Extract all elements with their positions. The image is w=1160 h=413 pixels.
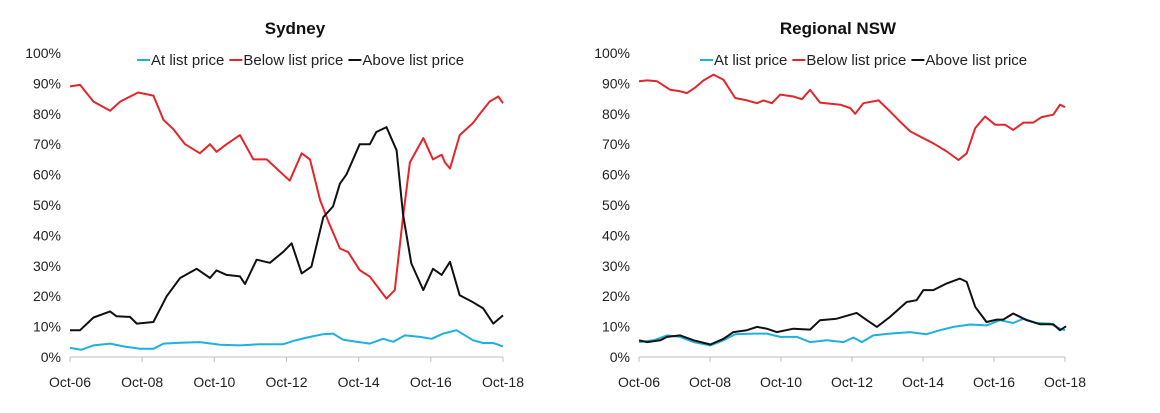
y-tick-label: 60% <box>33 167 61 183</box>
y-tick-label: 0% <box>610 349 630 365</box>
legend-item-above-list-price: Above list price <box>911 52 1027 69</box>
y-tick-label: 20% <box>602 288 630 304</box>
x-tick-label: Oct-18 <box>1044 374 1086 390</box>
series-line-above-list-price <box>638 277 1067 346</box>
y-tick-label: 0% <box>41 349 61 365</box>
y-tick-label: 40% <box>33 227 61 243</box>
series-line-below-list-price <box>69 83 504 300</box>
legend-label: Above list price <box>925 52 1027 69</box>
y-tick-label: 70% <box>33 136 61 152</box>
x-tick-label: Oct-14 <box>338 374 380 390</box>
x-tick-label: Oct-06 <box>618 374 660 390</box>
series-line-at-list-price <box>638 317 1066 347</box>
x-tick-label: Oct-10 <box>760 374 802 390</box>
x-tick-label: Oct-06 <box>49 374 91 390</box>
legend-label: Below list price <box>243 52 343 69</box>
y-tick-label: 40% <box>602 227 630 243</box>
y-tick-label: 50% <box>33 197 61 213</box>
legend-item-below-list-price: Below list price <box>792 52 906 69</box>
y-tick-label: 80% <box>602 106 630 122</box>
x-tick-label: Oct-08 <box>121 374 163 390</box>
x-tick-label: Oct-08 <box>689 374 731 390</box>
x-tick-label: Oct-18 <box>482 374 524 390</box>
x-tick-label: Oct-12 <box>831 374 873 390</box>
legend-item-at-list-price: At list price <box>700 52 787 69</box>
chart-sydney: Sydney 0% 10% 20% 30% 40% 50% 60% 70% 80% 90% 100% O… <box>25 19 524 390</box>
y-tick-label: 60% <box>602 167 630 183</box>
y-tick-label: 100% <box>594 45 630 61</box>
legend-label: Below list price <box>806 52 906 69</box>
legend-item-below-list-price: Below list price <box>229 52 343 69</box>
chart-title: Sydney <box>265 19 326 38</box>
legend-label: At list price <box>151 52 224 69</box>
legend-label: Above list price <box>362 52 464 69</box>
y-tick-label: 50% <box>602 197 630 213</box>
y-tick-label: 10% <box>33 319 61 335</box>
y-tick-label: 20% <box>33 288 61 304</box>
x-tick-label: Oct-16 <box>410 374 452 390</box>
y-tick-label: 10% <box>602 319 630 335</box>
y-tick-label: 30% <box>33 258 61 274</box>
x-tick-label: Oct-14 <box>902 374 944 390</box>
legend-item-above-list-price: Above list price <box>348 52 464 69</box>
y-tick-label: 70% <box>602 136 630 152</box>
y-tick-label: 100% <box>25 45 61 61</box>
series-line-at-list-price <box>69 329 504 351</box>
y-tick-label: 30% <box>602 258 630 274</box>
x-tick-label: Oct-10 <box>193 374 235 390</box>
legend-item-at-list-price: At list price <box>137 52 224 69</box>
x-tick-label: Oct-16 <box>973 374 1015 390</box>
x-tick-label: Oct-12 <box>265 374 307 390</box>
legend-label: At list price <box>714 52 787 69</box>
chart-regional-nsw: Regional NSW 0% 10% 20% 30% 40% 50% 60% 70% 80% 90… <box>594 19 1086 390</box>
y-tick-label: 90% <box>602 75 630 91</box>
chart-title: Regional NSW <box>780 19 897 38</box>
y-tick-label: 80% <box>33 106 61 122</box>
y-tick-label: 90% <box>33 75 61 91</box>
series-line-below-list-price <box>638 73 1066 161</box>
series-line-above-list-price <box>70 126 504 332</box>
